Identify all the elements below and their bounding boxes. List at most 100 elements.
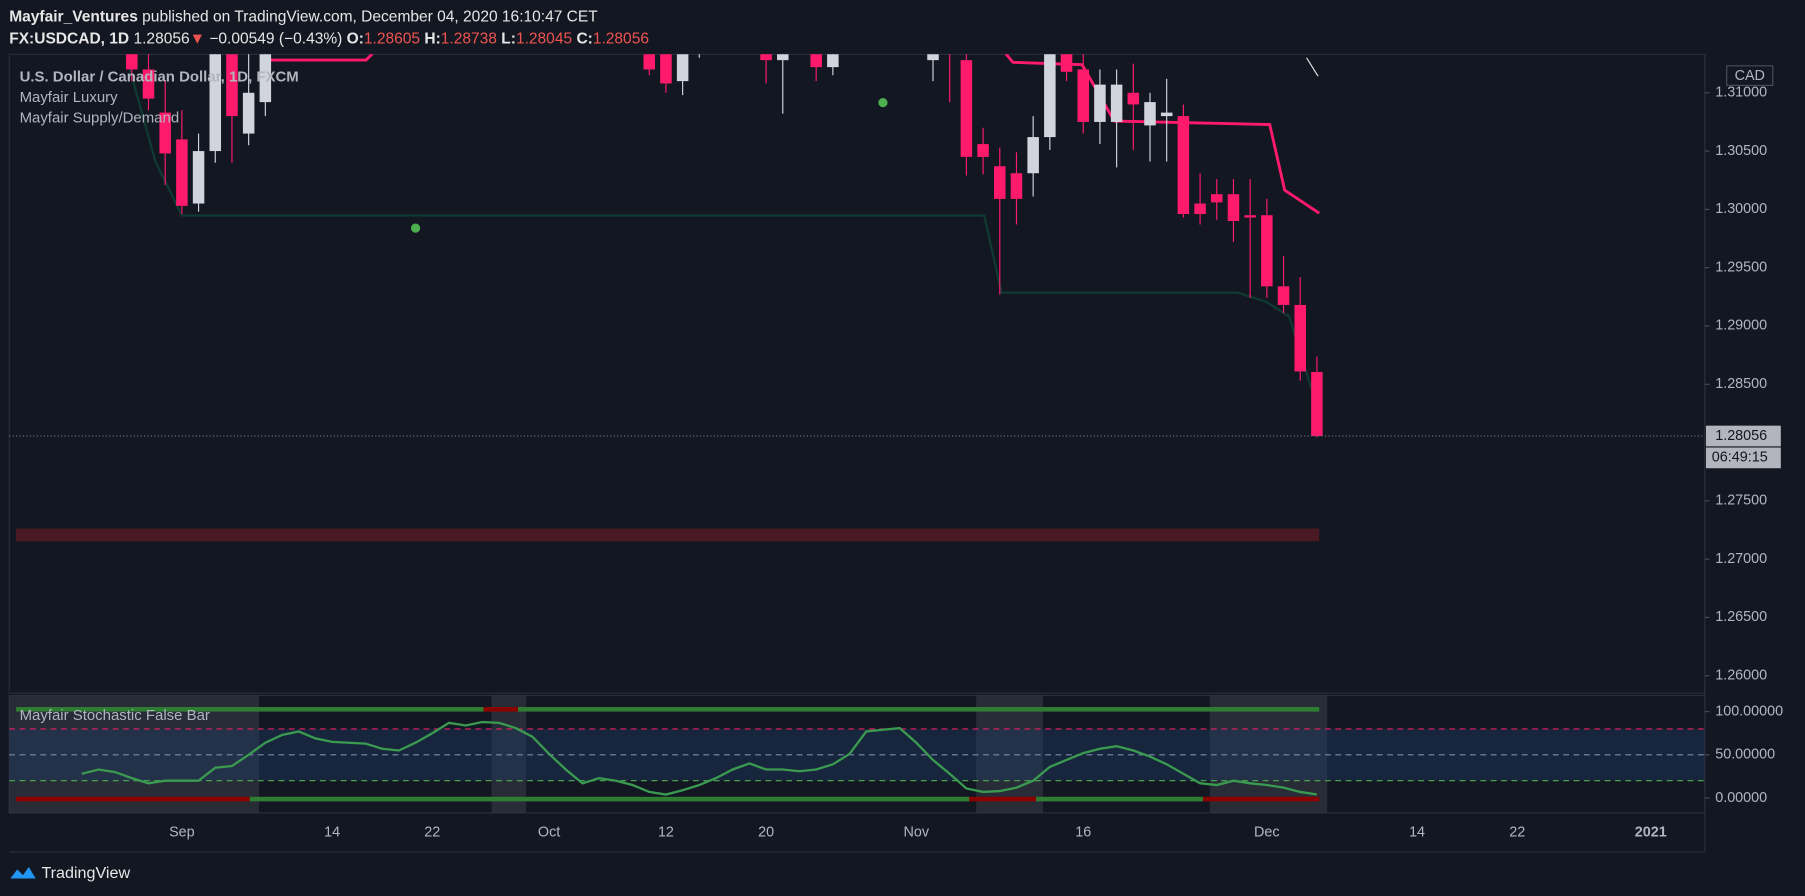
candle-body xyxy=(977,144,989,157)
stochastic xyxy=(9,720,1705,796)
candle-body xyxy=(1261,215,1273,287)
candle-body xyxy=(1044,54,1056,138)
x-tick-label: Dec xyxy=(1254,824,1280,840)
candles xyxy=(126,54,1323,438)
candle-body xyxy=(126,54,138,70)
candle-body xyxy=(1227,194,1240,222)
y-tick-label: 1.26000 xyxy=(1715,668,1767,684)
brand-logo xyxy=(10,867,36,879)
y-tick-label: 1.30500 xyxy=(1715,143,1767,159)
supply-zone xyxy=(16,528,1320,542)
x-tick-label: 2021 xyxy=(1635,824,1667,840)
x-tick-label: 20 xyxy=(758,824,774,840)
y-tick-label: 1.28500 xyxy=(1715,376,1767,392)
o: 1.28605 xyxy=(364,30,420,47)
header: Mayfair_Ventures published on TradingVie… xyxy=(9,9,598,26)
h-label: H: xyxy=(424,30,440,47)
candle-body xyxy=(242,92,255,134)
trend-line xyxy=(1306,57,1319,77)
x-tick-label: 22 xyxy=(1509,824,1525,840)
candle-body xyxy=(1160,112,1173,117)
arrow: ▼ xyxy=(190,30,205,47)
candle-body xyxy=(827,54,839,68)
candle-body xyxy=(259,54,272,103)
candle-body xyxy=(994,166,1006,199)
candle-body xyxy=(1244,215,1256,218)
y-tick-label: 1.27500 xyxy=(1715,493,1767,509)
signal-bar xyxy=(969,796,1037,802)
candle-body xyxy=(1110,84,1123,122)
c-label: C: xyxy=(576,30,592,47)
stoch-pane xyxy=(8,694,1706,814)
candle-body xyxy=(960,60,973,157)
candle-body xyxy=(1177,116,1190,215)
candle-body xyxy=(1311,372,1323,437)
highlight xyxy=(9,695,260,813)
x-tick-label: Nov xyxy=(904,824,930,840)
candle-body xyxy=(226,54,238,117)
stoch-title: Mayfair Stochastic False Bar xyxy=(20,707,210,724)
l: 1.28045 xyxy=(516,30,572,47)
x-tick-label: 14 xyxy=(1409,824,1425,840)
quote: FX:USDCAD, 1D 1.28056▼ −0.00549 (−0.43%)… xyxy=(9,30,649,47)
candle-body xyxy=(1211,194,1223,203)
legend-symbol: U.S. Dollar / Canadian Dollar, 1D, FXCM xyxy=(20,68,299,85)
y-tick-label: 1.29000 xyxy=(1715,318,1767,334)
candle-body xyxy=(1294,304,1306,372)
last: 1.28056 xyxy=(133,30,189,47)
countdown: 06:49:15 xyxy=(1712,450,1768,466)
candle-body xyxy=(1077,69,1089,122)
y-tick-label: 1.31000 xyxy=(1715,85,1767,101)
candle-body xyxy=(777,54,789,61)
y-tick-label: 0.00000 xyxy=(1715,790,1767,806)
x-tick-label: 14 xyxy=(324,824,340,840)
brand-name: TradingView xyxy=(41,864,130,882)
price-label: 1.28056 xyxy=(1715,428,1767,444)
candle-body xyxy=(1127,92,1140,105)
y-tick-label: 1.30000 xyxy=(1715,201,1767,217)
y-tick-label: 50.00000 xyxy=(1715,747,1775,763)
h: 1.28738 xyxy=(441,30,497,47)
signal-dot xyxy=(410,223,421,233)
c: 1.28056 xyxy=(593,30,649,47)
highlight xyxy=(491,695,527,813)
candle-body xyxy=(927,54,939,61)
support-line xyxy=(125,57,1314,392)
x-tick-label: Oct xyxy=(538,824,560,840)
y-tick-label: 1.26500 xyxy=(1715,609,1767,625)
author: Mayfair_Ventures xyxy=(9,9,138,26)
y-tick-label: 1.29500 xyxy=(1715,259,1767,275)
ticker: FX:USDCAD, 1D xyxy=(9,30,129,47)
price-box xyxy=(1706,425,1781,447)
signal-bar xyxy=(249,796,970,802)
signal-bar xyxy=(483,707,519,712)
signal-bar xyxy=(16,707,1320,712)
stoch-decor xyxy=(9,695,1328,813)
candle-body xyxy=(643,54,656,70)
legend-indicator: Mayfair Supply/Demand xyxy=(20,110,180,127)
change: −0.00549 (−0.43%) xyxy=(209,30,342,47)
candle-body xyxy=(760,54,772,61)
currency-box xyxy=(1726,65,1774,86)
candle-body xyxy=(1060,54,1073,72)
x-tick-label: 12 xyxy=(658,824,674,840)
l-label: L: xyxy=(501,30,516,47)
signal-bar xyxy=(1202,796,1320,802)
currency: CAD xyxy=(1735,68,1765,84)
signal-dot xyxy=(878,98,888,108)
candle-body xyxy=(176,139,188,206)
main-pane xyxy=(8,53,1706,694)
candle-body xyxy=(1010,173,1023,199)
published: published on TradingView.com, December 0… xyxy=(142,9,598,26)
candle-body xyxy=(209,54,222,152)
x-tick-label: Sep xyxy=(169,824,195,840)
o-label: O: xyxy=(347,30,364,47)
brand: TradingView xyxy=(10,864,130,882)
x-tick-label: 22 xyxy=(424,824,440,840)
candle-body xyxy=(1277,286,1290,305)
candle-body xyxy=(676,54,689,82)
candle-body xyxy=(1094,84,1106,122)
x-tick-label: 16 xyxy=(1075,824,1091,840)
